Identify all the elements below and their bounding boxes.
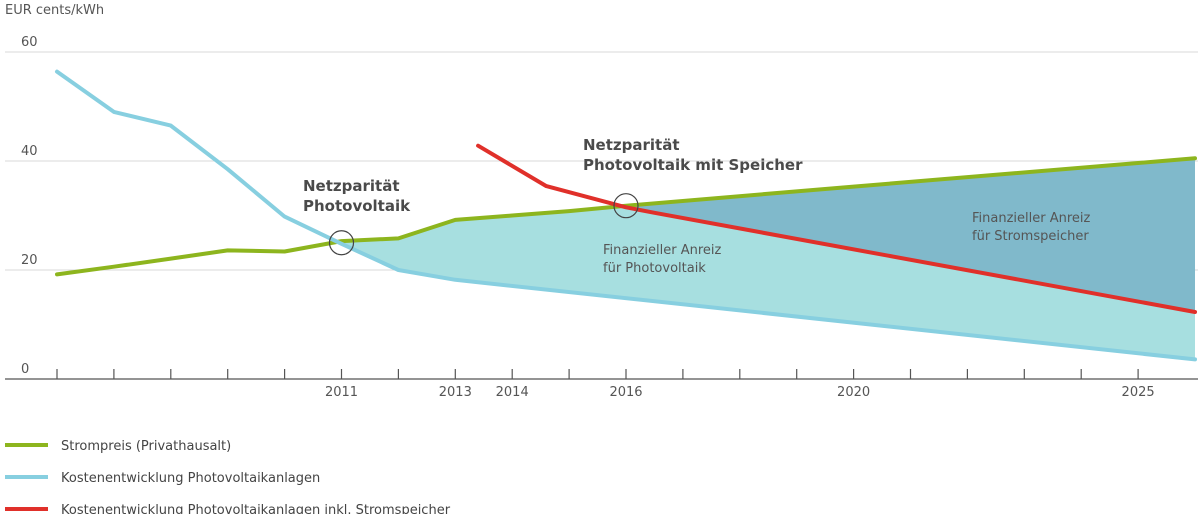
y-axis-label: EUR cents/kWh xyxy=(5,3,104,18)
x-tick-label-2025: 2025 xyxy=(1122,385,1155,400)
region-label-anreiz_speicher-line-2: für Stromspeicher xyxy=(972,229,1089,244)
annotation-parity_pv-line-1: Netzparität xyxy=(303,177,400,195)
series-line-pv_speicher xyxy=(476,143,1197,314)
region-label-anreiz_speicher-line-1: Finanzieller Anreiz xyxy=(972,211,1091,226)
annotation-parity_pv-line-2: Photovoltaik xyxy=(303,197,411,215)
parity-marker-parity_pv xyxy=(328,230,355,256)
legend-label-pv_kosten: Kostenentwicklung Photovoltaikanlagen xyxy=(61,471,320,486)
y-tick-label-40: 40 xyxy=(21,144,38,159)
region-label-anreiz_pv-line-1: Finanzieller Anreiz xyxy=(603,243,722,258)
legend-label-strompreis: Strompreis (Privathausalt) xyxy=(61,439,231,454)
series-line-pv_kosten xyxy=(55,69,1197,362)
y-tick-label-20: 20 xyxy=(21,253,38,268)
y-tick-label-0: 0 xyxy=(21,362,29,377)
x-tick-label-2014: 2014 xyxy=(496,385,529,400)
region-label-anreiz_pv-line-2: für Photovoltaik xyxy=(603,261,706,276)
annotation-parity_storage-line-1: Netzparität xyxy=(583,136,680,154)
legend-label-pv_speicher: Kostenentwicklung Photovoltaikanlagen in… xyxy=(61,503,451,514)
x-tick-label-2011: 2011 xyxy=(325,385,358,400)
region-anreiz-stromspeicher xyxy=(626,158,1195,312)
x-tick-label-2020: 2020 xyxy=(837,385,870,400)
parity-marker-parity_storage xyxy=(613,193,639,219)
annotation-parity_storage-line-2: Photovoltaik mit Speicher xyxy=(583,156,803,174)
y-tick-label-60: 60 xyxy=(21,35,38,50)
x-tick-label-2016: 2016 xyxy=(609,385,642,400)
x-tick-label-2013: 2013 xyxy=(439,385,472,400)
